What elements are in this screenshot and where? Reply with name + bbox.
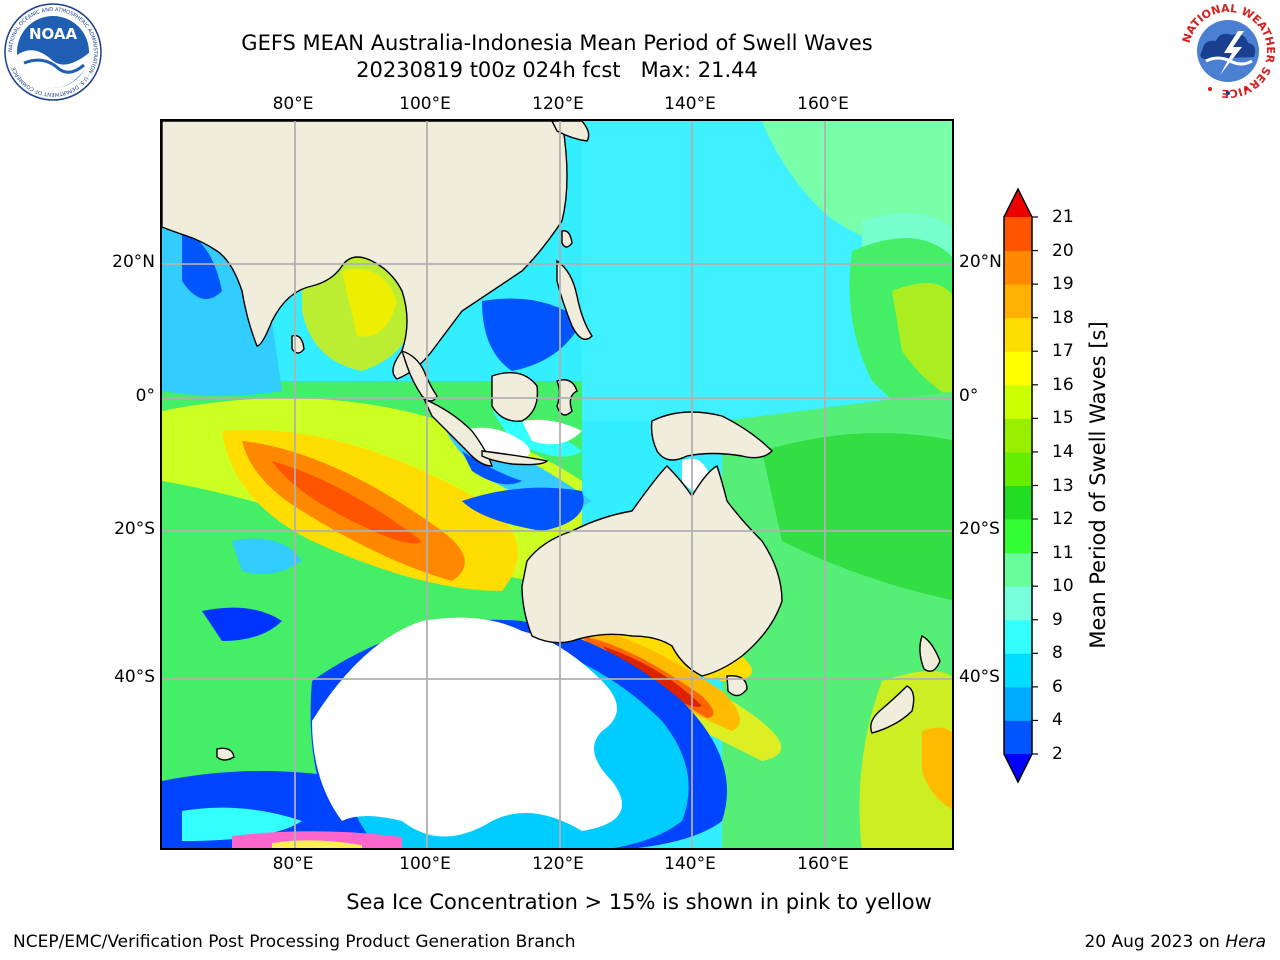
colorbar-tick-label: 14 — [1052, 441, 1074, 462]
colorbar-tick-label: 19 — [1052, 274, 1074, 295]
colorbar-label: Mean Period of Swell Waves [s] — [1086, 321, 1110, 649]
tick-bottom-100e: 100°E — [399, 854, 451, 874]
field-patch — [182, 231, 222, 299]
land-sumatra — [422, 397, 493, 467]
tick-bottom-160e: 160°E — [797, 854, 849, 874]
colorbar-over-arrow — [1004, 189, 1032, 217]
colorbar-band — [1004, 317, 1032, 352]
colorbar-tick-label: 15 — [1052, 408, 1074, 429]
tick-top-160e: 160°E — [797, 94, 849, 114]
tick-top-120e: 120°E — [532, 94, 584, 114]
land-java — [481, 450, 549, 466]
land-new-zealand-north — [919, 635, 941, 672]
colorbar-band — [1004, 586, 1032, 621]
land-malay-peninsula — [400, 349, 438, 402]
colorbar-band — [1004, 619, 1032, 654]
tick-bottom-140e: 140°E — [664, 854, 716, 874]
nws-logo: NATIONAL WEATHER SERVICE — [1180, 3, 1276, 99]
no-data-region — [312, 617, 622, 837]
colorbar-tick-label: 2 — [1052, 744, 1063, 764]
noaa-text: NOAA — [29, 25, 78, 43]
colorbar-tick-label: 13 — [1052, 475, 1074, 496]
colorbar-band — [1004, 284, 1032, 319]
tick-bottom-120e: 120°E — [532, 854, 584, 874]
field-patch — [762, 433, 952, 601]
land-new-guinea — [650, 411, 773, 461]
land-borneo — [491, 372, 539, 422]
field-patch — [202, 607, 282, 641]
land-asia — [162, 121, 568, 380]
tick-left-20n: 20°N — [112, 252, 155, 272]
map-canvas — [162, 121, 952, 848]
colorbar-tick-label: 21 — [1052, 207, 1074, 227]
chart-title: GEFS MEAN Australia-Indonesia Mean Perio… — [241, 31, 873, 55]
colorbar-tick-label: 11 — [1052, 542, 1074, 563]
colorbar-band — [1004, 418, 1032, 453]
colorbar-tick-label: 18 — [1052, 307, 1074, 328]
field-patch — [232, 538, 302, 575]
colorbar-tick-label: 16 — [1052, 374, 1074, 395]
tick-left-40s: 40°S — [114, 667, 155, 687]
land-taiwan — [561, 230, 573, 248]
tick-left-0: 0° — [135, 386, 155, 406]
chart-subtitle: 20230819 t00z 024h fcst Max: 21.44 — [356, 58, 758, 82]
colorbar-tick-label: 9 — [1052, 609, 1063, 630]
tick-right-40s: 40°S — [959, 667, 1000, 687]
footer-date-text: 20 Aug 2023 on — [1084, 932, 1226, 952]
colorbar-tick-label: 12 — [1052, 509, 1074, 530]
tick-right-20n: 20°N — [959, 252, 1002, 272]
tick-bottom-80e: 80°E — [272, 854, 314, 874]
tick-right-0: 0° — [959, 386, 979, 406]
land-philippines — [556, 259, 593, 340]
land-kerguelen — [216, 747, 235, 761]
colorbar-band — [1004, 217, 1032, 252]
field-patch — [602, 646, 702, 707]
field-patch — [482, 298, 582, 371]
no-data-region — [462, 427, 530, 461]
colorbar-tick-label: 6 — [1052, 676, 1063, 697]
footer-credit: NCEP/EMC/Verification Post Processing Pr… — [13, 932, 576, 952]
land-tasmania — [726, 675, 748, 697]
field-patch — [922, 727, 952, 810]
land-australia — [521, 465, 783, 677]
field-patch — [462, 487, 584, 531]
land-japan — [551, 121, 590, 142]
colorbar-band — [1004, 384, 1032, 419]
tick-top-80e: 80°E — [272, 94, 314, 114]
colorbar-band — [1004, 720, 1032, 755]
tick-left-20s: 20°S — [114, 519, 155, 539]
graticule — [162, 121, 952, 848]
colorbar-band — [1004, 653, 1032, 688]
footer-host: Hera — [1225, 932, 1266, 952]
colorbar-tick-label: 17 — [1052, 341, 1074, 362]
tick-right-20s: 20°S — [959, 519, 1000, 539]
land-new-zealand-south — [870, 685, 915, 734]
field-patch — [892, 283, 952, 399]
sea-ice-note: Sea Ice Concentration > 15% is shown in … — [346, 890, 932, 914]
colorbar-tick-label: 8 — [1052, 643, 1063, 664]
field-patch — [272, 461, 422, 544]
colorbar-band — [1004, 485, 1032, 520]
colorbar-band — [1004, 351, 1032, 386]
tick-top-100e: 100°E — [399, 94, 451, 114]
field-patch — [462, 451, 522, 485]
colorbar-band — [1004, 552, 1032, 587]
colorbar-band — [1004, 686, 1032, 721]
colorbar-tick-label: 4 — [1052, 710, 1063, 731]
footer-date: 20 Aug 2023 on Hera — [1084, 932, 1266, 952]
tick-top-140e: 140°E — [664, 94, 716, 114]
field-patch — [342, 269, 397, 337]
noaa-logo: NATIONAL OCEANIC AND ATMOSPHERIC ADMINIS… — [4, 3, 102, 101]
colorbar-under-arrow — [1004, 754, 1032, 782]
no-data-region — [522, 419, 582, 445]
colorbar-band — [1004, 250, 1032, 285]
swell-period-map — [160, 119, 954, 850]
colorbar-tick-label: 20 — [1052, 240, 1074, 261]
colorbar-band — [1004, 519, 1032, 554]
colorbar-band — [1004, 451, 1032, 486]
colorbar — [1003, 187, 1038, 784]
colorbar-tick-label: 10 — [1052, 576, 1074, 597]
